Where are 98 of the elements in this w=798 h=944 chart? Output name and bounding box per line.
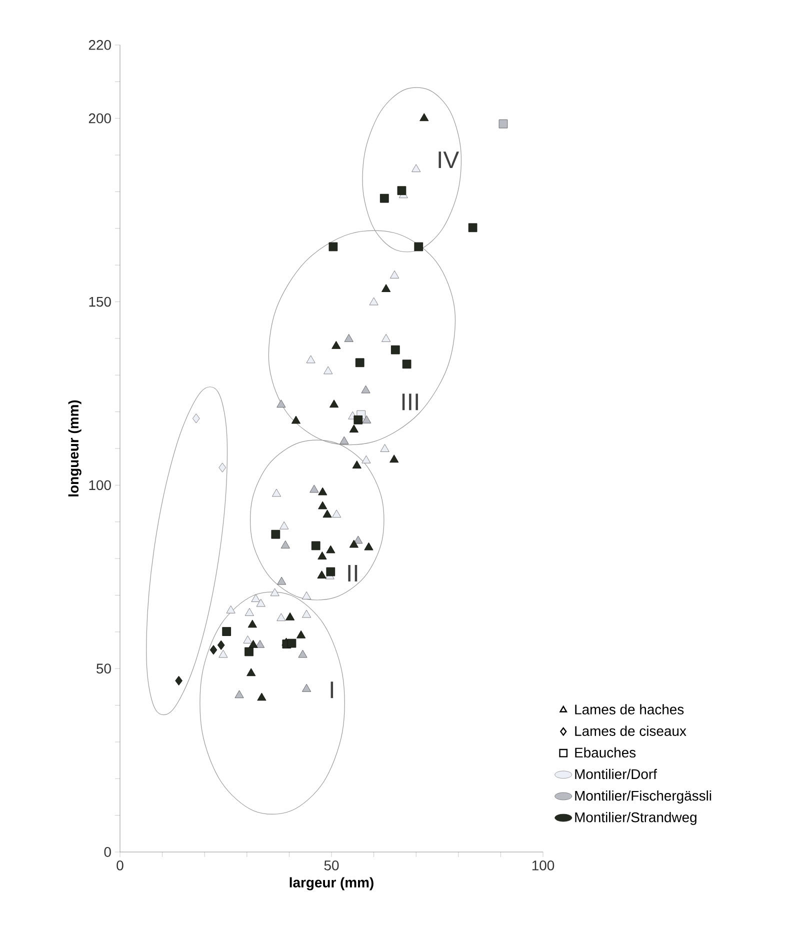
point bbox=[218, 462, 226, 472]
y-tick-label: 200 bbox=[88, 113, 111, 124]
point bbox=[217, 640, 225, 650]
point bbox=[414, 242, 424, 252]
point bbox=[306, 355, 316, 364]
point bbox=[192, 414, 200, 424]
point bbox=[296, 630, 306, 638]
text: Lames de haches bbox=[575, 704, 684, 714]
point bbox=[310, 484, 319, 493]
point bbox=[234, 690, 244, 698]
annotation: II bbox=[348, 564, 358, 582]
point bbox=[276, 400, 286, 408]
point bbox=[326, 545, 336, 554]
point bbox=[468, 223, 478, 232]
point bbox=[302, 610, 312, 618]
point bbox=[175, 676, 182, 686]
point bbox=[285, 612, 295, 620]
point bbox=[302, 591, 312, 600]
point bbox=[354, 536, 363, 544]
point bbox=[420, 113, 429, 122]
point bbox=[364, 542, 374, 550]
point bbox=[361, 385, 370, 394]
point bbox=[390, 345, 400, 354]
x-axis-title: largeur (mm) bbox=[290, 877, 374, 890]
y-tick-label: 0 bbox=[104, 847, 111, 857]
point bbox=[246, 668, 256, 676]
point bbox=[380, 444, 390, 452]
text: Lames de ciseaux bbox=[575, 726, 686, 736]
point bbox=[257, 692, 266, 701]
point bbox=[328, 242, 338, 252]
point bbox=[332, 510, 342, 518]
point bbox=[298, 650, 308, 658]
point bbox=[256, 598, 266, 607]
point bbox=[329, 400, 339, 408]
point bbox=[318, 551, 327, 560]
point bbox=[218, 650, 228, 658]
annotation: IV bbox=[438, 152, 460, 168]
point bbox=[344, 334, 354, 342]
annotation: I bbox=[330, 682, 334, 698]
point bbox=[352, 460, 362, 468]
point bbox=[302, 684, 312, 692]
point bbox=[382, 334, 391, 342]
point bbox=[362, 415, 372, 424]
point bbox=[210, 645, 218, 655]
point bbox=[369, 297, 378, 306]
point bbox=[318, 487, 328, 496]
y-axis-title: longueur (mm) bbox=[68, 400, 82, 496]
point bbox=[226, 605, 236, 614]
x-tick-label: 50 bbox=[324, 860, 339, 870]
point bbox=[354, 415, 363, 424]
point bbox=[332, 340, 341, 349]
legend-label: Montilier/Dorf bbox=[575, 768, 657, 780]
point bbox=[412, 164, 421, 172]
point bbox=[317, 570, 326, 579]
point bbox=[380, 194, 389, 203]
point bbox=[251, 594, 260, 602]
point bbox=[326, 567, 336, 576]
point bbox=[349, 540, 358, 548]
point bbox=[397, 186, 406, 196]
point bbox=[311, 541, 320, 550]
y-tick-label: 220 bbox=[88, 40, 111, 50]
point bbox=[390, 454, 399, 463]
legend-label: Montilier/Strandweg bbox=[575, 812, 696, 826]
point bbox=[402, 360, 412, 369]
y-tick-label: 150 bbox=[89, 296, 111, 307]
x-tick-label: 0 bbox=[116, 860, 124, 870]
point bbox=[349, 424, 358, 433]
point bbox=[291, 416, 301, 424]
y-tick-label: 50 bbox=[96, 664, 111, 674]
point bbox=[390, 270, 400, 278]
point bbox=[255, 640, 265, 648]
point bbox=[248, 620, 257, 628]
point bbox=[340, 436, 349, 444]
point bbox=[362, 455, 371, 464]
point bbox=[322, 510, 332, 518]
point bbox=[287, 638, 296, 648]
point bbox=[498, 119, 508, 128]
point bbox=[382, 284, 391, 292]
point bbox=[280, 540, 290, 548]
point bbox=[270, 588, 280, 596]
point bbox=[355, 358, 364, 368]
legend-label: Montilier/Fischergässli bbox=[575, 790, 712, 804]
annotation: III bbox=[402, 394, 418, 410]
point bbox=[271, 530, 280, 539]
point bbox=[318, 501, 328, 510]
point bbox=[272, 488, 282, 497]
point bbox=[276, 613, 286, 622]
point bbox=[244, 608, 254, 616]
point bbox=[277, 576, 286, 585]
text: Ebauches bbox=[575, 747, 636, 758]
y-tick-label: 100 bbox=[89, 480, 111, 490]
point bbox=[324, 366, 333, 374]
point bbox=[248, 640, 258, 648]
point bbox=[244, 647, 254, 656]
point bbox=[280, 521, 289, 530]
point bbox=[243, 635, 252, 644]
point bbox=[222, 627, 232, 636]
x-tick-label: 100 bbox=[532, 860, 554, 870]
